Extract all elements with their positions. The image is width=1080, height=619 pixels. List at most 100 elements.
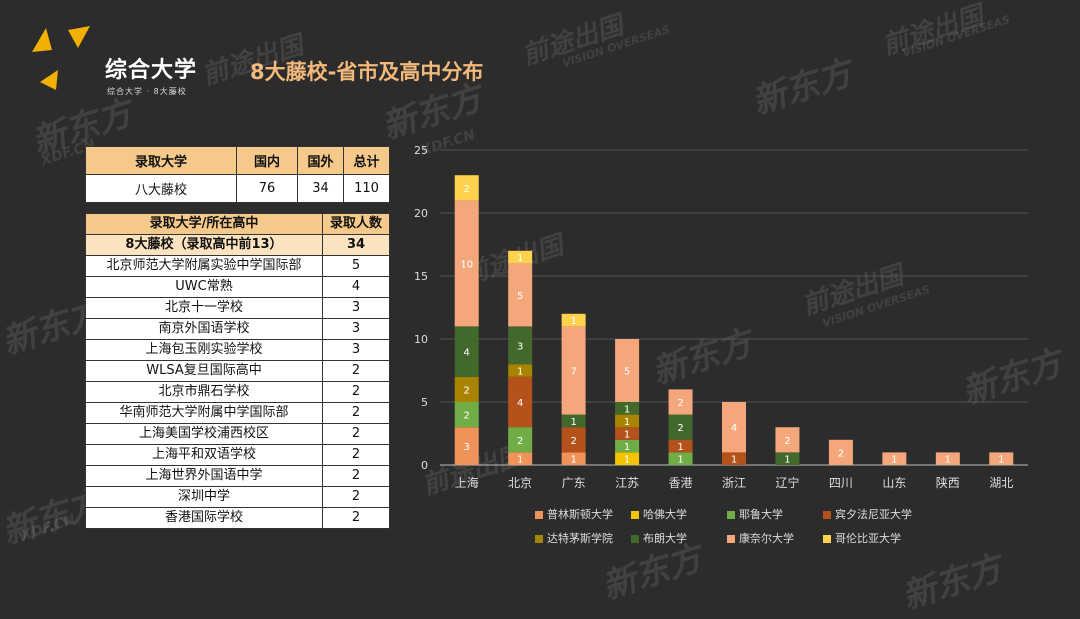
bar-segment	[508, 250, 533, 264]
legend-swatch	[535, 511, 543, 519]
table-row: 北京师范大学附属实验中学国际部 5	[85, 255, 390, 277]
bar-segment	[722, 402, 746, 453]
data-label: 1	[517, 367, 523, 378]
bar-segment	[668, 414, 693, 440]
data-label: 5	[624, 367, 630, 378]
logo-icon	[32, 26, 90, 90]
bar-segment	[828, 439, 853, 465]
data-label: 4	[464, 348, 470, 359]
table-cell: UWC常熟	[85, 276, 323, 298]
bar-segment	[508, 427, 533, 453]
data-label: 1	[998, 455, 1004, 466]
brand-subtitle: 综合大学 · 8大藤校	[107, 87, 187, 96]
table-cell: 76	[236, 174, 298, 203]
data-label: 3	[517, 341, 523, 352]
col-header: 录取人数	[322, 213, 390, 235]
bar-segment	[508, 326, 533, 365]
y-tick-label: 5	[421, 396, 428, 409]
bar-segment	[508, 364, 533, 377]
legend-label: 康奈尔大学	[739, 532, 794, 545]
bar-segment	[882, 452, 907, 465]
data-label: 4	[517, 398, 523, 409]
col-header: 国内	[236, 146, 298, 175]
x-tick-label: 北京	[508, 476, 532, 490]
legend-item: 达特茅斯学院	[535, 530, 631, 546]
x-tick-label: 四川	[829, 476, 853, 490]
summary-table: 录取大学 国内 国外 总计 八大藤校 76 34 110	[85, 146, 390, 203]
chart-legend: 普林斯顿大学 哈佛大学 耶鲁大学 宾夕法尼亚大学达特茅斯学院 布朗大学 康奈尔大学 哥伦比亚…	[535, 506, 955, 554]
legend-swatch	[727, 535, 735, 543]
table-cell: 34	[322, 234, 390, 256]
data-label: 2	[517, 436, 523, 447]
bar-segment	[508, 376, 533, 428]
legend-label: 哈佛大学	[643, 508, 687, 521]
bar-segment	[561, 326, 586, 415]
table-cell: 八大藤校	[85, 174, 237, 203]
data-label: 4	[731, 423, 737, 434]
bar-segment	[615, 414, 640, 428]
table-cell: 2	[322, 507, 390, 529]
table-cell: 北京市鼎石学校	[85, 381, 323, 403]
table-cell: 上海美国学校浦西校区	[85, 423, 323, 445]
x-tick-label: 湖北	[989, 475, 1013, 490]
table-cell: 华南师范大学附属中学国际部	[85, 402, 323, 424]
data-label: 2	[570, 436, 576, 447]
bar-segment	[508, 452, 533, 465]
bar-segment	[668, 452, 693, 465]
bar-segment	[561, 452, 586, 465]
table-row: 北京十一学校 3	[85, 297, 390, 319]
data-label: 1	[891, 455, 897, 466]
legend-item: 普林斯顿大学	[535, 506, 631, 522]
table-row: 南京外国语学校 3	[85, 318, 390, 340]
bar-segment	[615, 339, 640, 402]
data-label: 5	[517, 291, 523, 302]
data-label: 1	[731, 455, 737, 466]
data-label: 2	[464, 184, 470, 195]
table-cell: 北京师范大学附属实验中学国际部	[85, 255, 323, 277]
bar-segment	[775, 427, 800, 453]
bar-segment	[561, 313, 586, 327]
data-label: 2	[784, 436, 790, 447]
data-label: 2	[464, 411, 470, 422]
data-label: 1	[570, 455, 576, 466]
bar-segment	[615, 452, 640, 465]
table-cell: 北京十一学校	[85, 297, 323, 319]
bar-segment	[454, 427, 479, 465]
bar-segment	[668, 389, 693, 415]
x-tick-label: 山东	[882, 476, 906, 490]
data-label: 1	[945, 455, 951, 466]
legend-swatch	[823, 511, 831, 519]
school-table: 录取大学/所在高中 录取人数 8大藤校（录取高中前13） 34 北京师范大学附属…	[85, 213, 390, 529]
col-header: 录取大学/所在高中	[85, 213, 323, 235]
bar-segment	[508, 263, 533, 327]
data-label: 1	[624, 417, 630, 428]
x-tick-label: 广东	[562, 476, 586, 490]
data-label: 3	[464, 442, 470, 453]
page-title: 8大藤校-省市及高中分布	[250, 60, 484, 84]
legend-item: 耶鲁大学	[727, 506, 823, 522]
legend-item: 布朗大学	[631, 530, 727, 546]
bar-segment	[775, 452, 800, 465]
data-label: 1	[517, 253, 523, 264]
legend-item: 哈佛大学	[631, 506, 727, 522]
legend-swatch	[631, 535, 639, 543]
x-tick-label: 陕西	[936, 475, 960, 490]
bar-segment	[454, 326, 479, 377]
table-row: UWC常熟 4	[85, 276, 390, 298]
data-label: 1	[677, 455, 683, 466]
data-label: 7	[570, 367, 576, 378]
legend-swatch	[535, 535, 543, 543]
y-tick-label: 20	[414, 207, 428, 220]
legend-label: 达特茅斯学院	[547, 532, 613, 545]
bar-segment	[615, 439, 640, 453]
data-label: 1	[784, 455, 790, 466]
legend-label: 普林斯顿大学	[547, 508, 613, 521]
bar-segment	[722, 452, 746, 465]
legend-label: 哥伦比亚大学	[835, 532, 901, 545]
legend-label: 耶鲁大学	[739, 508, 783, 521]
table-row: 香港国际学校 2	[85, 507, 390, 529]
x-tick-label: 浙江	[722, 476, 746, 490]
y-tick-label: 15	[414, 270, 428, 283]
data-label: 1	[624, 430, 630, 441]
